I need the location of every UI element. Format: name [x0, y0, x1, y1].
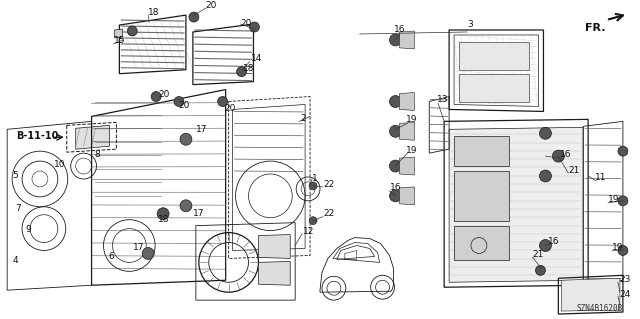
Text: 16: 16 — [394, 26, 405, 34]
Circle shape — [390, 160, 401, 172]
Circle shape — [540, 240, 552, 251]
Text: 10: 10 — [54, 160, 65, 168]
Text: 3: 3 — [467, 19, 473, 28]
Text: 1: 1 — [312, 174, 318, 183]
Circle shape — [390, 125, 401, 137]
Text: FR.: FR. — [584, 23, 605, 33]
Polygon shape — [399, 93, 414, 110]
Text: 23: 23 — [619, 275, 630, 284]
Text: 20: 20 — [206, 1, 217, 10]
Circle shape — [142, 248, 154, 259]
Circle shape — [618, 196, 628, 206]
Text: 19: 19 — [612, 243, 623, 252]
Circle shape — [390, 34, 401, 46]
Text: 8: 8 — [95, 150, 100, 159]
Circle shape — [618, 146, 628, 156]
Text: 16: 16 — [390, 183, 401, 192]
Polygon shape — [459, 74, 529, 101]
Circle shape — [157, 208, 169, 220]
Text: 19: 19 — [406, 115, 418, 124]
Circle shape — [390, 190, 401, 202]
Polygon shape — [454, 171, 509, 221]
Text: 21: 21 — [532, 250, 544, 259]
Text: 7: 7 — [15, 204, 21, 213]
Text: 20: 20 — [225, 104, 236, 113]
Polygon shape — [399, 122, 414, 140]
Circle shape — [237, 67, 246, 77]
Polygon shape — [115, 29, 122, 38]
Circle shape — [309, 182, 317, 190]
Text: 11: 11 — [595, 174, 607, 182]
Circle shape — [540, 170, 552, 182]
Text: 13: 13 — [437, 95, 449, 104]
Polygon shape — [399, 31, 414, 49]
Circle shape — [189, 12, 199, 22]
Text: 17: 17 — [133, 243, 145, 252]
Text: 16: 16 — [548, 237, 560, 246]
Circle shape — [536, 265, 545, 275]
Text: 4: 4 — [12, 256, 18, 265]
Polygon shape — [399, 187, 414, 205]
Circle shape — [540, 127, 552, 139]
Polygon shape — [454, 136, 509, 166]
Circle shape — [180, 133, 192, 145]
Text: 20: 20 — [158, 90, 170, 99]
Text: 2: 2 — [300, 114, 306, 123]
Text: SZN4B1620B: SZN4B1620B — [577, 304, 623, 313]
Text: 17: 17 — [196, 125, 207, 134]
Text: 6: 6 — [108, 252, 114, 261]
Text: 18: 18 — [148, 8, 160, 17]
Circle shape — [218, 97, 228, 107]
Polygon shape — [561, 278, 620, 311]
Text: 19: 19 — [406, 146, 418, 155]
Text: B-11-10: B-11-10 — [16, 131, 58, 141]
Polygon shape — [399, 157, 414, 175]
Text: 20: 20 — [178, 101, 189, 110]
Circle shape — [618, 246, 628, 256]
Text: 5: 5 — [12, 172, 18, 181]
Circle shape — [250, 22, 259, 32]
Circle shape — [127, 26, 137, 36]
Polygon shape — [449, 127, 583, 282]
Circle shape — [309, 217, 317, 225]
Text: 22: 22 — [323, 209, 334, 218]
Polygon shape — [459, 42, 529, 70]
Text: 20: 20 — [241, 19, 252, 27]
Polygon shape — [259, 261, 290, 285]
Polygon shape — [454, 226, 509, 260]
Circle shape — [552, 150, 564, 162]
Text: 22: 22 — [323, 181, 334, 189]
Text: 15: 15 — [115, 36, 126, 45]
Text: 9: 9 — [25, 225, 31, 234]
Polygon shape — [259, 234, 290, 258]
Circle shape — [174, 97, 184, 107]
Polygon shape — [76, 125, 109, 149]
Circle shape — [390, 96, 401, 108]
Text: 18: 18 — [243, 64, 254, 73]
Text: 18: 18 — [158, 215, 170, 224]
Text: 19: 19 — [608, 195, 620, 204]
Text: 14: 14 — [250, 54, 262, 63]
Text: 24: 24 — [619, 290, 630, 299]
Text: 12: 12 — [303, 227, 314, 236]
Text: 17: 17 — [193, 209, 204, 218]
Circle shape — [151, 92, 161, 101]
Text: 21: 21 — [568, 166, 580, 174]
Text: 16: 16 — [561, 150, 572, 159]
Circle shape — [180, 200, 192, 212]
